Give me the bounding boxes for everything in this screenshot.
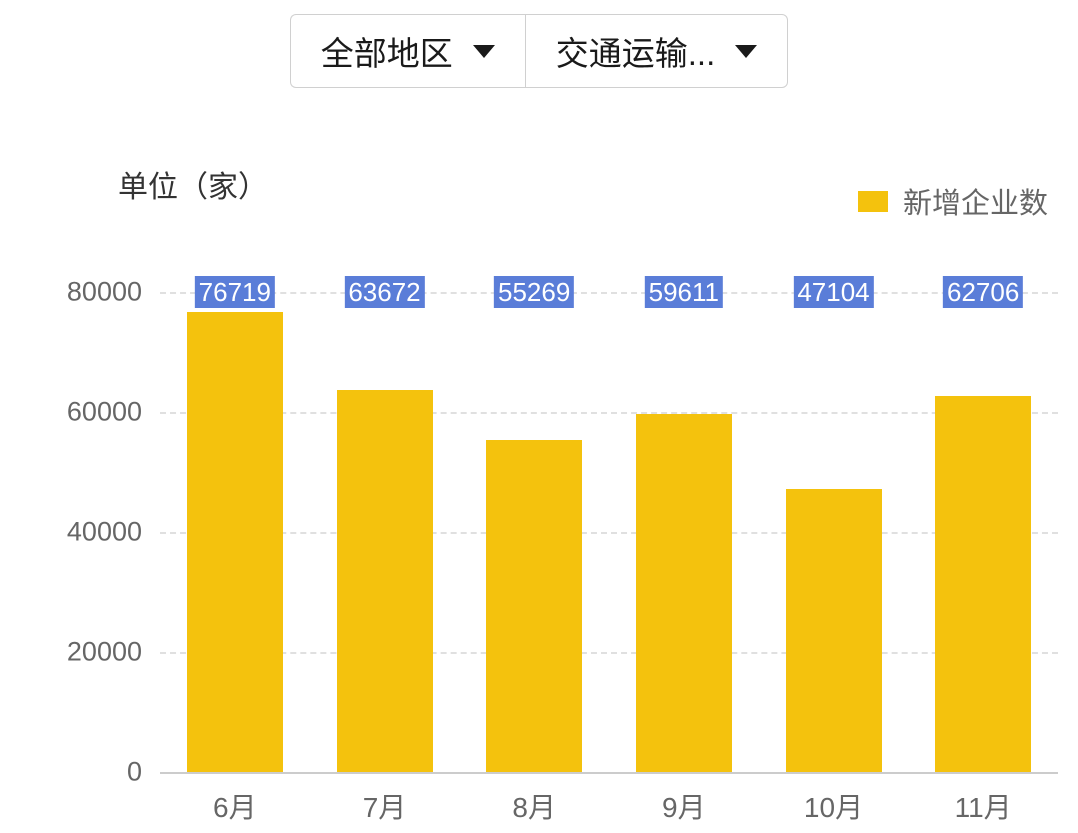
bar (486, 440, 582, 772)
industry-selector-label: 交通运输... (556, 27, 716, 75)
bar (786, 489, 882, 772)
gridline (160, 532, 1058, 534)
unit-label: 单位（家） (118, 162, 268, 206)
bar-value-label: 47104 (793, 276, 873, 308)
legend: 新增企业数 (858, 180, 1048, 222)
bar (187, 312, 283, 772)
gridline (160, 292, 1058, 294)
legend-label: 新增企业数 (903, 180, 1048, 222)
bar (636, 414, 732, 772)
chevron-down-icon (735, 45, 757, 58)
region-selector-label: 全部地区 (321, 27, 453, 75)
region-selector[interactable]: 全部地区 (290, 14, 525, 88)
y-axis-tick: 0 (127, 757, 160, 788)
industry-selector[interactable]: 交通运输... (525, 14, 789, 88)
x-axis-tick: 8月 (512, 772, 556, 826)
y-axis-tick: 80000 (67, 277, 160, 308)
gridline (160, 412, 1058, 414)
y-axis-tick: 20000 (67, 637, 160, 668)
bar-value-label: 76719 (195, 276, 275, 308)
bar-value-label: 62706 (943, 276, 1023, 308)
baseline (160, 772, 1058, 774)
x-axis-tick: 10月 (804, 772, 863, 826)
x-axis-tick: 7月 (363, 772, 407, 826)
bar (935, 396, 1031, 772)
x-axis-tick: 11月 (955, 772, 1012, 826)
y-axis-tick: 40000 (67, 517, 160, 548)
bar-value-label: 63672 (344, 276, 424, 308)
chevron-down-icon (473, 45, 495, 58)
x-axis-tick: 9月 (662, 772, 706, 826)
bar-value-label: 55269 (494, 276, 574, 308)
bar (337, 390, 433, 772)
legend-swatch (858, 191, 888, 212)
x-axis-tick: 6月 (213, 772, 257, 826)
y-axis-tick: 60000 (67, 397, 160, 428)
gridline (160, 652, 1058, 654)
filter-bar: 全部地区 交通运输... (0, 0, 1078, 88)
plot-area: 020000400006000080000767196月636727月55269… (160, 292, 1058, 772)
bar-value-label: 59611 (645, 276, 723, 308)
